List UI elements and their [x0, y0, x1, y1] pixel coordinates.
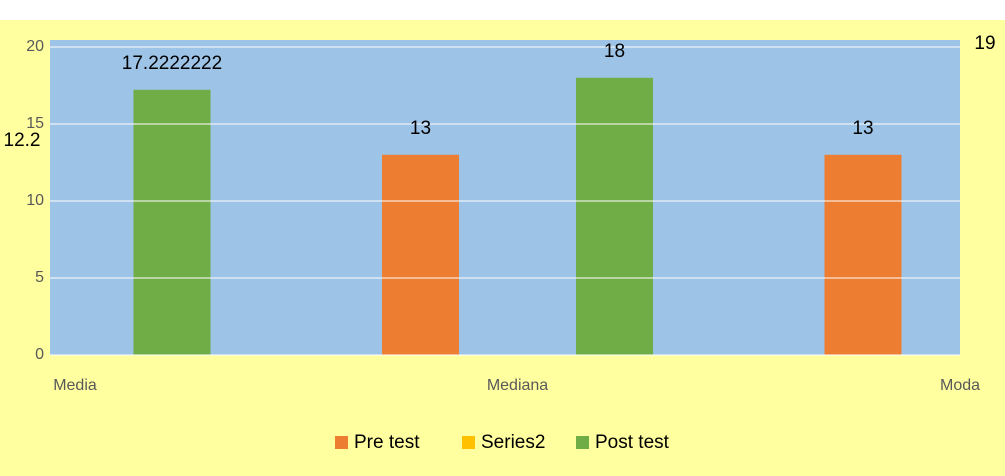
data-label: 13 — [410, 118, 431, 139]
bar — [133, 89, 211, 355]
legend-label: Post test — [595, 432, 670, 453]
x-tick-label: Media — [53, 377, 97, 394]
y-tick-label: 0 — [35, 346, 44, 363]
y-tick-label: 10 — [26, 192, 44, 209]
data-label: 13 — [852, 118, 873, 139]
y-tick-label: 20 — [26, 38, 44, 55]
bar — [824, 154, 902, 355]
data-label: 12.2 — [4, 130, 41, 151]
x-tick-label: Moda — [940, 377, 980, 394]
legend-swatch — [335, 436, 348, 449]
legend-swatch — [576, 436, 589, 449]
y-tick-label: 5 — [35, 269, 44, 286]
legend-label: Series2 — [481, 432, 545, 453]
y-tick-label: 15 — [26, 115, 44, 132]
x-tick-label: Mediana — [487, 377, 548, 394]
legend-swatch — [462, 436, 475, 449]
data-label: 17.2222222 — [122, 53, 222, 74]
bar — [576, 77, 653, 355]
data-label: 18 — [604, 41, 625, 62]
legend-label: Pre test — [354, 432, 420, 453]
data-label: 19 — [974, 33, 995, 54]
bar — [382, 154, 459, 355]
